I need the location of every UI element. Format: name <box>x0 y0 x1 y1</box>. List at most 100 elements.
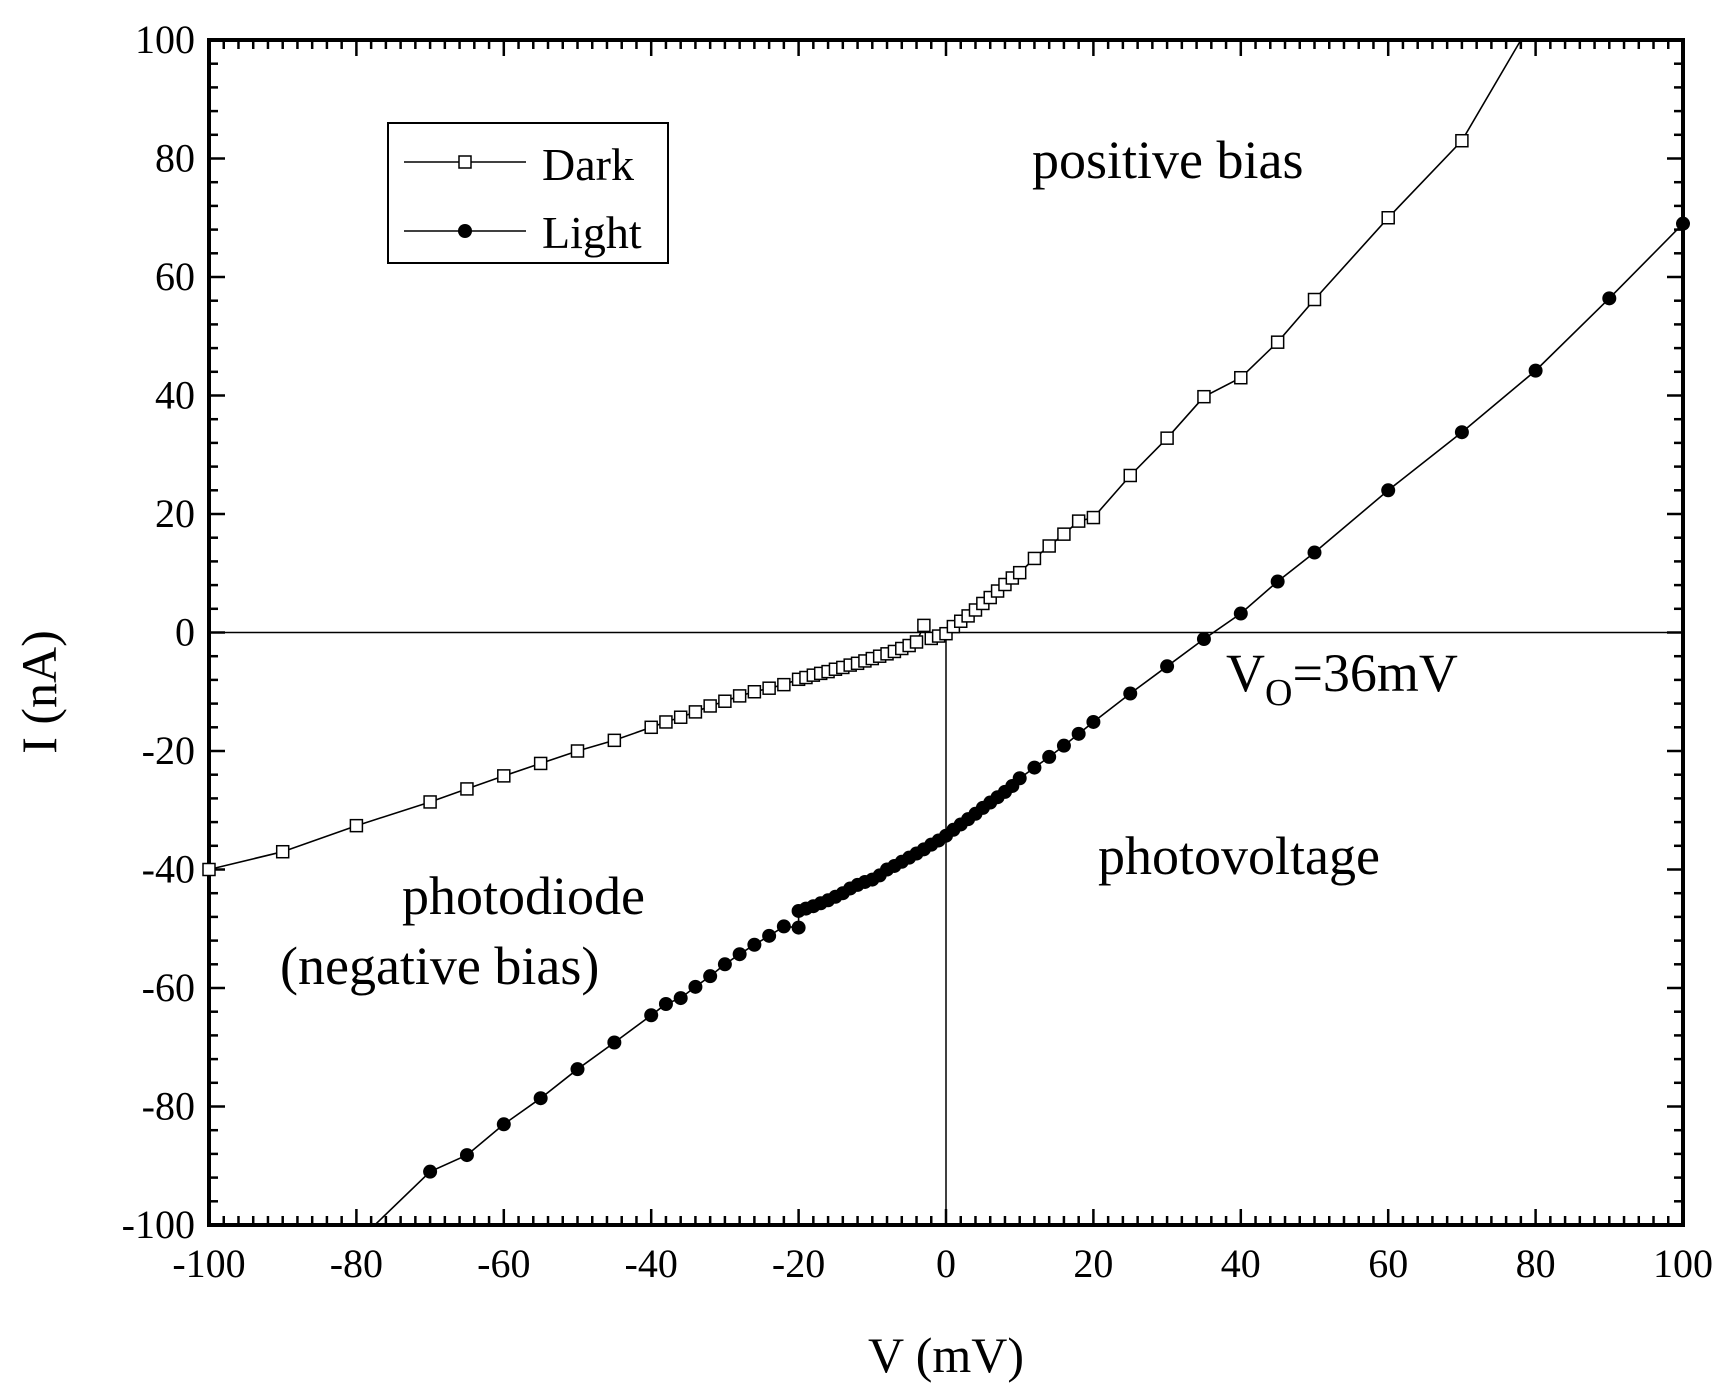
light-data-point <box>762 928 777 943</box>
light-data-point <box>1381 483 1396 498</box>
x-tick-label: 20 <box>1073 1241 1113 1286</box>
annotation-photovoltage: photovoltage <box>1098 826 1380 886</box>
dark-data-point <box>497 769 511 783</box>
y-tick-label: -40 <box>142 847 195 892</box>
dark-data-point <box>460 782 474 796</box>
dark-data-point <box>1160 431 1174 445</box>
light-data-point <box>1676 216 1690 231</box>
y-tick-label: 100 <box>135 17 195 62</box>
light-data-point <box>496 1117 511 1132</box>
dark-data-point <box>423 795 437 809</box>
y-tick-label: -100 <box>122 1202 195 1247</box>
y-tick-label: 20 <box>155 491 195 536</box>
dark-data-point <box>1381 211 1395 225</box>
x-tick-label: 0 <box>936 1241 956 1286</box>
y-axis-title: I (nA) <box>11 630 67 754</box>
dark-data-point <box>1455 133 1469 148</box>
light-data-point <box>1123 686 1138 701</box>
light-data-point <box>1528 363 1543 378</box>
axis-tick-labels: -100 -80 -60 -40 -20 0 20 40 60 80 100 -100 -80 -60 -4… <box>122 17 1713 1286</box>
y-tick-label: -60 <box>142 965 195 1010</box>
x-tick-label: -80 <box>330 1241 383 1286</box>
light-data-point <box>1196 632 1211 647</box>
dark-data-point <box>570 744 585 758</box>
light-data-point <box>776 919 791 934</box>
light-data-point <box>607 1035 622 1050</box>
dark-data-point <box>673 710 688 724</box>
y-tick-label: 40 <box>155 373 195 418</box>
x-tick-label: -40 <box>625 1241 678 1286</box>
light-data-point <box>732 947 747 962</box>
dark-data-point <box>1012 565 1027 580</box>
x-axis-title: V (mV) <box>868 1327 1024 1383</box>
x-tick-label: -100 <box>172 1241 245 1286</box>
light-data-point <box>570 1062 585 1077</box>
dark-data-point <box>909 635 924 649</box>
light-data-point <box>1233 606 1248 621</box>
dark-data-point <box>917 618 931 633</box>
dark-data-point <box>1307 292 1322 307</box>
light-data-point <box>1454 425 1469 440</box>
dark-data-point <box>644 720 658 735</box>
data-series <box>202 39 1690 1226</box>
x-tick-label: 100 <box>1653 1241 1713 1286</box>
dark-data-point <box>533 756 548 771</box>
axis-ticks <box>207 38 1685 1227</box>
light-data-point <box>1086 714 1101 729</box>
light-data-point <box>1270 574 1285 589</box>
legend-box <box>387 122 669 264</box>
light-data-point <box>1012 771 1027 786</box>
annotation-negative-bias: (negative bias) <box>280 936 599 996</box>
x-tick-label: -20 <box>772 1241 825 1286</box>
series-light <box>374 216 1690 1226</box>
light-data-point <box>673 991 688 1006</box>
annotation-open-circuit-voltage: VO=36mV <box>1226 643 1458 714</box>
dark-data-point <box>607 733 622 748</box>
light-data-point <box>423 1164 438 1179</box>
legend: Dark Light <box>387 122 669 264</box>
light-data-point <box>688 979 703 994</box>
dark-data-point <box>202 862 216 877</box>
y-tick-label: 60 <box>155 254 195 299</box>
y-tick-label: -20 <box>142 728 195 773</box>
x-tick-label: 40 <box>1221 1241 1261 1286</box>
x-tick-label: 60 <box>1368 1241 1408 1286</box>
light-data-point <box>1042 749 1057 764</box>
dark-data-point <box>688 705 703 719</box>
light-data-point <box>1056 738 1071 753</box>
vo-value: =36mV <box>1292 643 1457 703</box>
legend-dark-marker <box>458 155 472 169</box>
x-tick-label: -60 <box>477 1241 530 1286</box>
dark-data-point <box>1042 539 1056 553</box>
y-tick-label: 80 <box>155 136 195 181</box>
light-data-point <box>1602 291 1617 306</box>
dark-data-point <box>732 689 747 703</box>
vo-symbol: V <box>1226 643 1265 703</box>
legend-light-label: Light <box>542 207 642 258</box>
light-data-point <box>703 969 718 984</box>
dark-data-point <box>747 685 762 699</box>
light-data-point <box>658 996 673 1011</box>
dark-data-point <box>762 681 776 695</box>
dark-data-point <box>349 818 364 833</box>
dark-data-point <box>1057 527 1071 541</box>
dark-data-point <box>777 677 791 692</box>
dark-data-point <box>1123 468 1137 483</box>
legend-dark-label: Dark <box>542 139 634 190</box>
light-series-line <box>374 223 1684 1226</box>
dark-data-point <box>703 699 717 713</box>
dark-data-point <box>659 715 673 729</box>
legend-light-marker <box>458 224 472 238</box>
light-data-point <box>717 957 732 972</box>
dark-data-point <box>1234 370 1248 385</box>
zero-reference-lines <box>209 631 1683 1225</box>
light-data-point <box>644 1008 659 1023</box>
dark-data-point <box>1086 510 1101 525</box>
light-data-point <box>1027 760 1042 775</box>
y-tick-label: -80 <box>142 1084 195 1129</box>
x-tick-label: 80 <box>1516 1241 1556 1286</box>
light-data-point <box>791 920 806 935</box>
dark-data-point <box>275 844 290 859</box>
light-data-point <box>747 937 762 952</box>
